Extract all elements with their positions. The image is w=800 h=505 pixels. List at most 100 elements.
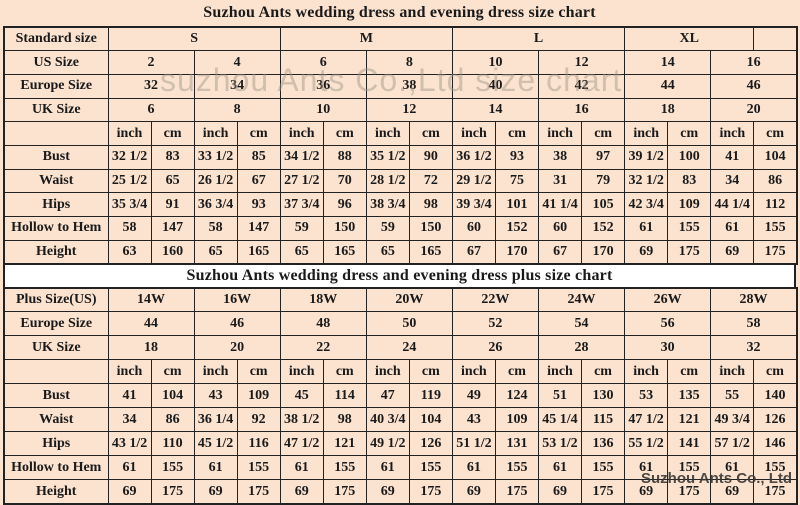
cell: 26 [451, 335, 539, 361]
cell: 126 [753, 407, 798, 433]
cell: 24 [365, 335, 453, 361]
cell: 69 [107, 479, 152, 505]
cell: 51 [537, 383, 583, 409]
table-row: UK Size 18 20 22 24 26 28 30 32 [3, 335, 798, 361]
cell: 6 [279, 50, 367, 75]
cell: 109 [667, 192, 712, 217]
cell: 36 3/4 [193, 192, 238, 217]
cell: inch [624, 121, 669, 146]
cell: 20 [710, 97, 798, 123]
cell: 38 [365, 73, 453, 99]
cell: 36 [279, 73, 367, 99]
cell: 114 [322, 383, 367, 409]
standard-size-table: Standard size S M L XL US Size 2 4 6 8 10 12 14 16 Eur… [3, 26, 798, 265]
cell: cm [753, 121, 798, 146]
cell: cm [494, 121, 540, 146]
table-row: Waist 25 1/2 65 26 1/2 67 27 1/2 70 28 1/2 72 29 … [3, 168, 798, 194]
cell: 16 [538, 97, 626, 123]
cell: 69 [451, 479, 496, 505]
cell: 47 1/2 [279, 431, 324, 457]
cell: cm [408, 121, 453, 146]
cell: 150 [408, 216, 453, 241]
cell: inch [193, 121, 238, 146]
cell: 43 [193, 383, 238, 409]
cell: 90 [408, 144, 453, 170]
cell: 61 [537, 455, 583, 481]
row-label: Plus Size(US) [3, 287, 109, 313]
cell: 112 [753, 192, 798, 217]
cell: 52 [451, 311, 539, 337]
cell: 67 [236, 168, 281, 194]
row-label: UK Size [3, 97, 109, 123]
cell: 4 [193, 50, 281, 75]
cell: 16 [710, 50, 798, 75]
cell: 56 [624, 311, 712, 337]
cell: M [279, 26, 453, 52]
cell: 170 [494, 239, 540, 265]
row-label: Hollow to Hem [3, 216, 109, 241]
table-row: Waist 34 86 36 1/4 92 38 1/2 98 40 3/4 104 43 109 4… [3, 407, 798, 433]
cell: 155 [753, 455, 798, 481]
cell: 121 [322, 431, 367, 457]
cell: 38 1/2 [279, 407, 324, 433]
cell: 147 [150, 216, 195, 241]
row-label: Europe Size [3, 73, 109, 99]
cell: 104 [408, 407, 453, 433]
cell: 42 [538, 73, 626, 99]
cell: 69 [710, 239, 755, 265]
cell: cm [408, 359, 453, 385]
cell: 61 [365, 455, 410, 481]
cell: 61 [624, 455, 669, 481]
cell: 61 [279, 455, 324, 481]
cell: inch [451, 359, 496, 385]
cell: 35 3/4 [107, 192, 152, 217]
cell: 28 1/2 [365, 168, 410, 194]
standard-chart-title: Suzhou Ants wedding dress and evening dr… [203, 4, 596, 21]
cell: 49 1/2 [365, 431, 410, 457]
table-row: Europe Size 32 34 36 38 40 42 44 46 [3, 73, 798, 99]
cell: 85 [236, 144, 281, 170]
cell: 51 1/2 [451, 431, 496, 457]
cell: 45 1/2 [193, 431, 238, 457]
cell: 155 [150, 455, 195, 481]
cell: 175 [322, 479, 367, 505]
table-row: Hips 35 3/4 91 36 3/4 93 37 3/4 96 38 3/4 98 39 3… [3, 192, 798, 217]
cell: 50 [365, 311, 453, 337]
cell: 140 [753, 383, 798, 409]
cell: 175 [753, 479, 798, 505]
row-label: Hollow to Hem [3, 455, 109, 481]
cell: 155 [322, 455, 367, 481]
cell: 34 [193, 73, 281, 99]
cell: 35 1/2 [365, 144, 410, 170]
cell: inch [365, 121, 410, 146]
cell: 59 [279, 216, 324, 241]
cell: 18 [624, 97, 712, 123]
cell: 18 [107, 335, 195, 361]
cell: 31 [538, 168, 583, 194]
cell: cm [581, 121, 626, 146]
cell: 47 [365, 383, 410, 409]
cell: 61 [451, 455, 496, 481]
cell: 175 [667, 239, 712, 265]
cell: 150 [322, 216, 367, 241]
cell: 100 [667, 144, 712, 170]
cell: 83 [150, 144, 195, 170]
row-label: Height [3, 239, 109, 265]
table-row: Plus Size(US) 14W 16W 18W 20W 22W 24W 26W 28W [3, 287, 798, 313]
cell: 2 [107, 50, 195, 75]
row-label: Waist [3, 168, 109, 194]
cell: 63 [107, 239, 152, 265]
row-label: Hips [3, 431, 109, 457]
cell: 92 [236, 407, 281, 433]
cell: L [451, 26, 626, 52]
cell: 42 3/4 [624, 192, 669, 217]
cell: 104 [753, 144, 798, 170]
cell: 58 [107, 216, 152, 241]
cell: 65 [279, 239, 324, 265]
cell: 88 [322, 144, 367, 170]
table-row: US Size 2 4 6 8 10 12 14 16 [3, 50, 798, 75]
cell: 41 [107, 383, 152, 409]
plus-size-table: Plus Size(US) 14W 16W 18W 20W 22W 24W 26W 28W Eur… [3, 286, 798, 505]
cell: 175 [150, 479, 195, 505]
cell: 28 [537, 335, 626, 361]
